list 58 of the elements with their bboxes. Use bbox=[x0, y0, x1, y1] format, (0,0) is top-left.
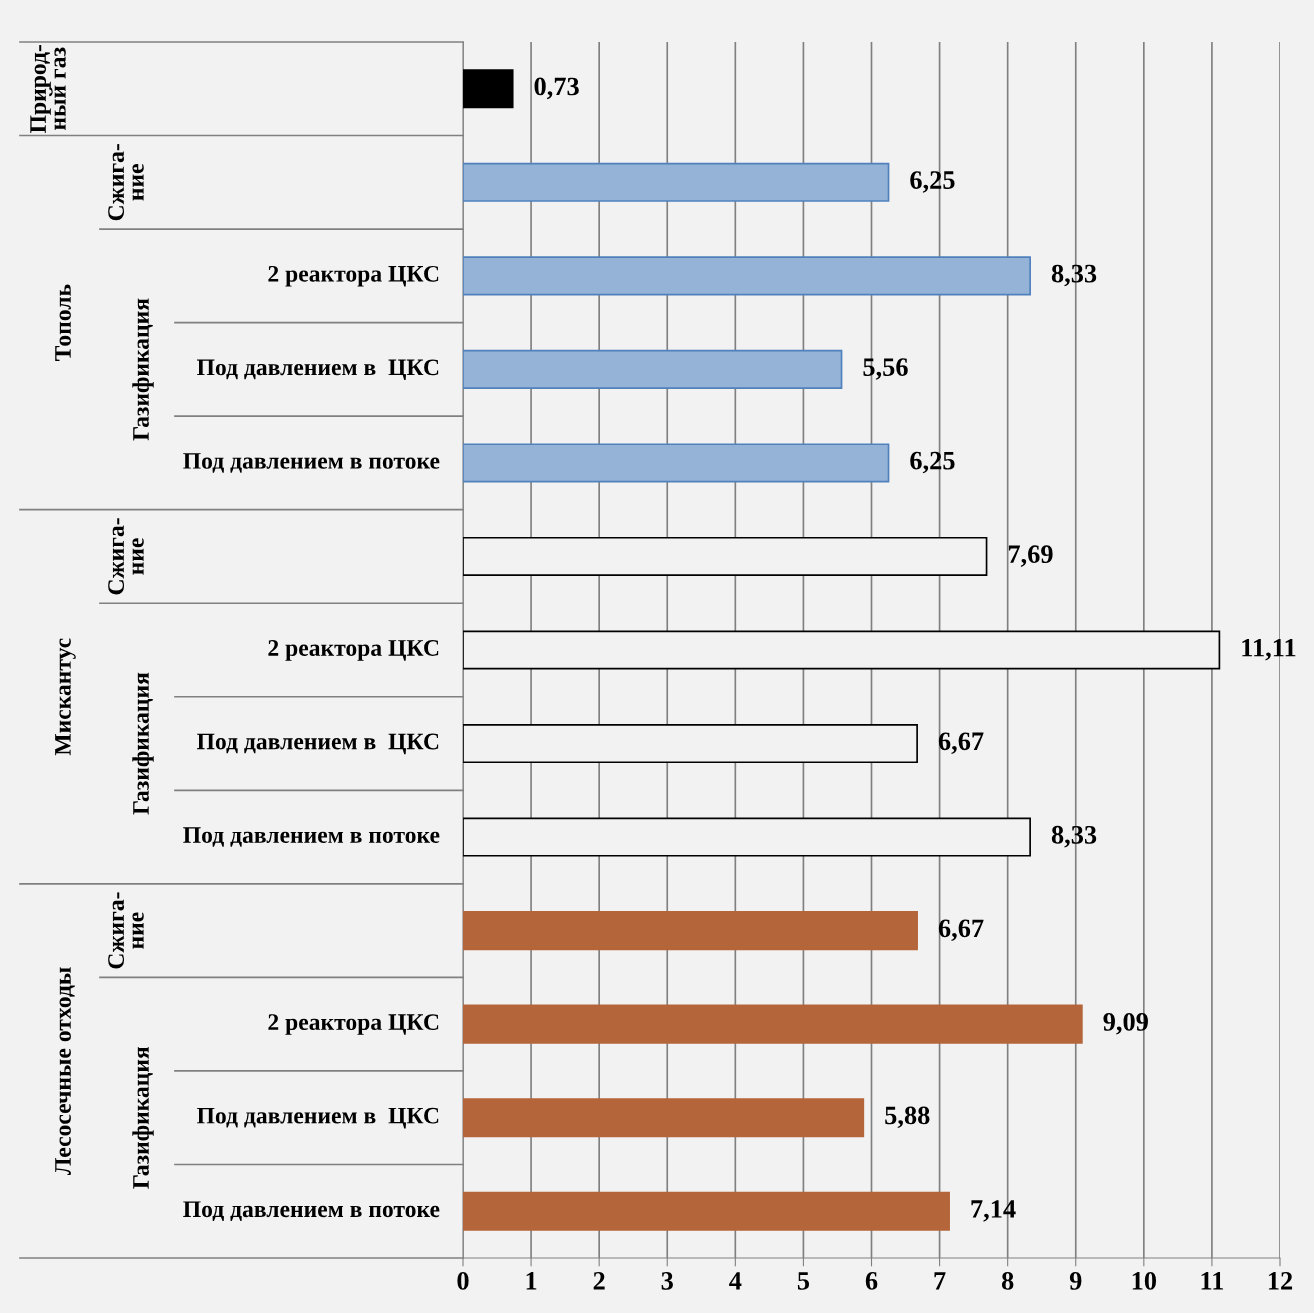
y-tick-label: Под давлением в ЦКС bbox=[197, 1107, 439, 1129]
bar bbox=[463, 630, 1221, 670]
data-label: 5,56 bbox=[863, 358, 908, 380]
data-label: 7,14 bbox=[971, 1200, 1016, 1222]
bar bbox=[463, 1098, 865, 1138]
bar bbox=[463, 69, 514, 109]
x-tick-label: 3 bbox=[661, 1272, 673, 1290]
x-tick-label: 2 bbox=[593, 1272, 605, 1290]
data-label: 9,09 bbox=[1103, 1012, 1148, 1035]
bar bbox=[463, 911, 918, 951]
y-tick-label: 2 реактора ЦКС bbox=[268, 265, 439, 287]
y-tick-label: Под давлением в ЦКС bbox=[197, 733, 439, 755]
x-tick-label: 1 bbox=[526, 1272, 537, 1290]
y-tick-label: Под давлением в потоке bbox=[183, 1201, 440, 1222]
data-label: 6,25 bbox=[910, 451, 955, 474]
bar bbox=[463, 1004, 1083, 1044]
data-label: 6,67 bbox=[938, 732, 984, 754]
bar bbox=[463, 536, 988, 577]
data-label: 6,25 bbox=[910, 171, 955, 193]
y-tick-label: 2 реактора ЦКС bbox=[268, 1014, 439, 1035]
data-label: 5,88 bbox=[885, 1106, 930, 1129]
text: Сжига- ние bbox=[108, 144, 144, 221]
data-label: 11,11 bbox=[1242, 638, 1296, 661]
x-tick-label: 11 bbox=[1201, 1272, 1224, 1290]
x-tick-label: 6 bbox=[865, 1272, 878, 1290]
data-label: 8,33 bbox=[1051, 825, 1097, 848]
text: Тополь bbox=[55, 284, 71, 361]
text: Газификация bbox=[132, 672, 154, 815]
bar bbox=[463, 256, 1031, 296]
bar bbox=[463, 349, 843, 389]
bar bbox=[463, 817, 1031, 857]
x-tick-label: 7 bbox=[934, 1272, 946, 1290]
text: Природ- ный газ bbox=[30, 45, 66, 133]
bar bbox=[463, 162, 890, 202]
y-tick-label: Под давлением в потоке bbox=[183, 827, 440, 847]
x-tick-label: 10 bbox=[1132, 1271, 1157, 1290]
text: Сжига- ние bbox=[108, 518, 144, 595]
y-tick-label: Под давлением в потоке bbox=[183, 453, 440, 473]
bar bbox=[463, 723, 918, 764]
text: Газификация bbox=[132, 1046, 154, 1189]
data-label: 6,67 bbox=[938, 919, 984, 942]
bar bbox=[463, 1191, 950, 1231]
data-label: 0,73 bbox=[534, 77, 579, 100]
x-tick-label: 12 bbox=[1268, 1272, 1293, 1290]
x-tick-label: 9 bbox=[1069, 1272, 1082, 1290]
y-tick-label: 2 реактора ЦКС bbox=[268, 640, 439, 661]
x-tick-label: 8 bbox=[1001, 1271, 1014, 1290]
x-tick-label: 0 bbox=[457, 1271, 469, 1290]
text: Лесосечные отходы bbox=[55, 967, 75, 1176]
data-label: 8,33 bbox=[1051, 264, 1097, 287]
x-tick-label: 5 bbox=[797, 1272, 810, 1290]
y-tick-label: Под давлением в ЦКС bbox=[197, 359, 439, 381]
data-label: 7,69 bbox=[1008, 545, 1053, 567]
text: Газификация bbox=[132, 298, 154, 441]
text: Сжига- ние bbox=[108, 892, 144, 969]
bar bbox=[463, 443, 890, 483]
text: Мискантус bbox=[55, 638, 76, 756]
x-tick-label: 4 bbox=[729, 1272, 742, 1290]
